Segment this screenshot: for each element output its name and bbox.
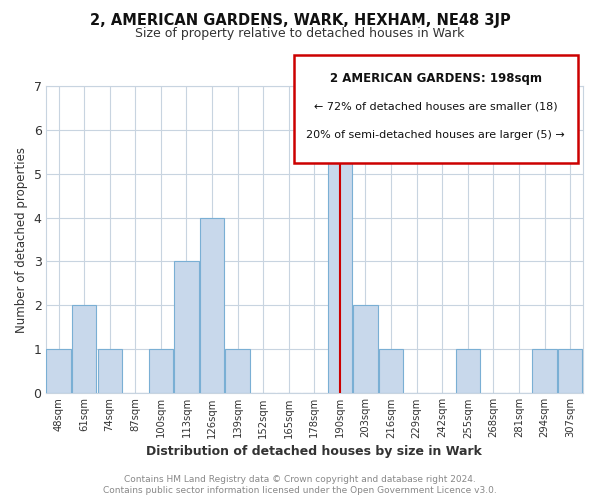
Bar <box>558 349 583 393</box>
Bar <box>294 56 578 163</box>
Text: 2, AMERICAN GARDENS, WARK, HEXHAM, NE48 3JP: 2, AMERICAN GARDENS, WARK, HEXHAM, NE48 … <box>89 12 511 28</box>
Text: 20% of semi-detached houses are larger (5) →: 20% of semi-detached houses are larger (… <box>307 130 565 140</box>
Bar <box>532 349 557 393</box>
Text: 2 AMERICAN GARDENS: 198sqm: 2 AMERICAN GARDENS: 198sqm <box>330 72 542 86</box>
Bar <box>46 349 71 393</box>
Bar <box>174 262 199 393</box>
Bar <box>379 349 403 393</box>
Bar <box>455 349 480 393</box>
Bar <box>72 306 96 393</box>
Y-axis label: Number of detached properties: Number of detached properties <box>15 146 28 332</box>
Text: Contains HM Land Registry data © Crown copyright and database right 2024.: Contains HM Land Registry data © Crown c… <box>124 475 476 484</box>
Bar <box>98 349 122 393</box>
Bar <box>328 130 352 393</box>
X-axis label: Distribution of detached houses by size in Wark: Distribution of detached houses by size … <box>146 444 482 458</box>
Bar <box>353 306 377 393</box>
Text: ← 72% of detached houses are smaller (18): ← 72% of detached houses are smaller (18… <box>314 102 557 112</box>
Bar <box>226 349 250 393</box>
Text: Contains public sector information licensed under the Open Government Licence v3: Contains public sector information licen… <box>103 486 497 495</box>
Bar <box>149 349 173 393</box>
Text: Size of property relative to detached houses in Wark: Size of property relative to detached ho… <box>136 28 464 40</box>
Bar <box>200 218 224 393</box>
